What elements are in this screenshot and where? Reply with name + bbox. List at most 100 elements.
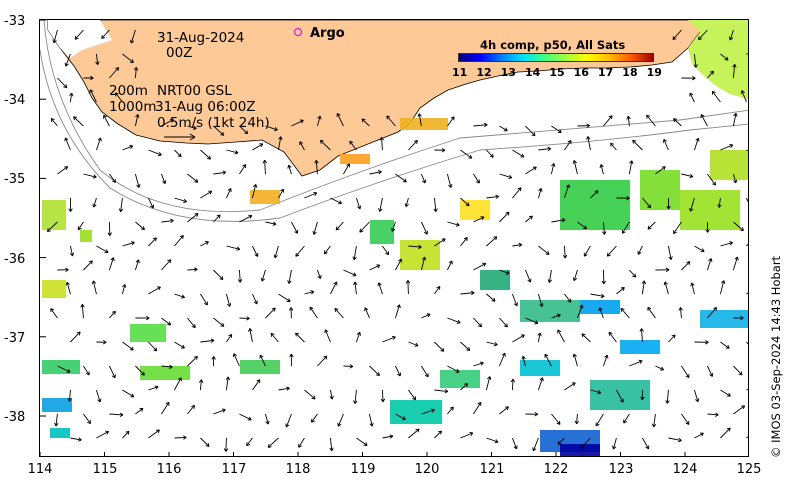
current-arrow — [122, 430, 130, 439]
current-arrowhead — [423, 230, 428, 235]
current-arrow — [369, 365, 380, 376]
current-arrowhead — [247, 416, 252, 421]
sst-patch — [590, 380, 650, 410]
current-arrowhead — [262, 159, 267, 164]
coastal-strip — [48, 20, 112, 58]
current-arrow — [544, 353, 552, 367]
current-arrow — [720, 144, 734, 151]
current-arrowhead — [50, 118, 55, 122]
current-arrowhead — [396, 304, 401, 309]
current-arrowhead — [107, 232, 112, 236]
current-arrowhead — [92, 174, 97, 179]
current-arrowhead — [253, 300, 258, 305]
current-arrow — [359, 221, 370, 233]
current-arrow — [213, 214, 221, 223]
current-arrow — [641, 328, 643, 343]
current-arrowhead — [273, 254, 278, 259]
current-arrow — [311, 413, 318, 423]
current-arrow — [629, 269, 637, 278]
current-arrowhead — [219, 276, 224, 280]
current-arrow — [378, 282, 383, 295]
current-arrow — [330, 281, 338, 295]
current-arrowhead — [626, 115, 631, 120]
current-arrow — [473, 173, 480, 184]
current-arrow — [199, 379, 202, 391]
current-arrowhead — [65, 267, 69, 272]
current-arrow — [668, 437, 682, 442]
current-arrow — [95, 53, 99, 65]
current-arrow — [447, 221, 460, 226]
current-arrowhead — [483, 122, 488, 128]
current-arrowhead — [586, 136, 591, 140]
sst-patch — [680, 190, 740, 230]
current-arrowhead — [418, 244, 422, 250]
current-arrow — [336, 113, 344, 127]
current-arrowhead — [364, 307, 369, 312]
current-arrowhead — [441, 238, 446, 243]
current-arrowhead — [629, 160, 634, 165]
current-arrow — [694, 245, 705, 252]
current-arrowhead — [237, 279, 243, 283]
colorbar-tick: 17 — [597, 66, 614, 79]
current-arrow — [418, 113, 422, 127]
current-arrowhead — [140, 371, 145, 376]
current-arrow — [265, 221, 277, 225]
current-arrow — [239, 215, 253, 223]
current-arrow — [343, 163, 350, 175]
current-arrowhead — [646, 114, 651, 119]
current-arrowhead — [115, 92, 119, 97]
current-arrowhead — [586, 123, 590, 128]
current-arrowhead — [267, 443, 272, 448]
current-arrowhead — [244, 130, 249, 135]
current-arrowhead — [63, 84, 68, 89]
current-arrow — [499, 269, 510, 275]
current-arrowhead — [356, 331, 361, 336]
current-arrowhead — [508, 174, 513, 180]
current-arrowhead — [421, 256, 427, 261]
colorbar-tick: 12 — [476, 66, 492, 79]
current-arrow — [382, 435, 394, 439]
current-arrowhead — [455, 222, 460, 227]
current-arrow — [573, 269, 578, 281]
current-arrow — [187, 317, 196, 328]
current-arrowhead — [181, 294, 185, 299]
current-arrowhead — [637, 250, 642, 255]
current-arrow — [65, 53, 71, 67]
current-arrow — [693, 389, 699, 402]
current-arrow — [673, 221, 682, 234]
current-arrow — [96, 430, 109, 439]
current-arrow — [200, 149, 211, 160]
current-arrowhead — [375, 372, 380, 377]
current-arrow — [672, 29, 682, 40]
current-arrowhead — [565, 184, 571, 189]
current-arrow — [512, 187, 522, 199]
current-arrow — [563, 184, 570, 199]
current-arrowhead — [600, 293, 605, 299]
current-arrowhead — [208, 190, 213, 195]
current-arrowhead — [468, 154, 473, 159]
current-arrow — [707, 70, 714, 79]
current-arrowhead — [52, 39, 57, 44]
sst-patch — [460, 200, 490, 220]
current-arrowhead — [170, 218, 174, 224]
current-arrowhead — [295, 332, 300, 337]
current-arrow — [537, 377, 544, 391]
current-arrow — [694, 432, 704, 439]
current-arrow — [121, 284, 126, 295]
current-arrowhead — [662, 139, 667, 143]
current-arrow — [733, 405, 745, 415]
current-arrow — [447, 260, 453, 271]
current-arrowhead — [88, 260, 93, 265]
current-arrow — [265, 307, 276, 319]
colorbar-tick: 16 — [573, 66, 589, 79]
current-arrow — [298, 437, 305, 448]
x-tick-label: 121 — [479, 462, 505, 477]
current-arrow — [313, 221, 318, 235]
current-arrow — [434, 389, 448, 392]
current-arrowhead — [314, 160, 319, 164]
x-tick-label: 122 — [543, 462, 569, 477]
current-arrowhead — [177, 153, 182, 158]
current-arrowhead — [103, 114, 107, 119]
y-tick-label: -33 — [4, 14, 26, 29]
current-arrowhead — [157, 152, 162, 157]
